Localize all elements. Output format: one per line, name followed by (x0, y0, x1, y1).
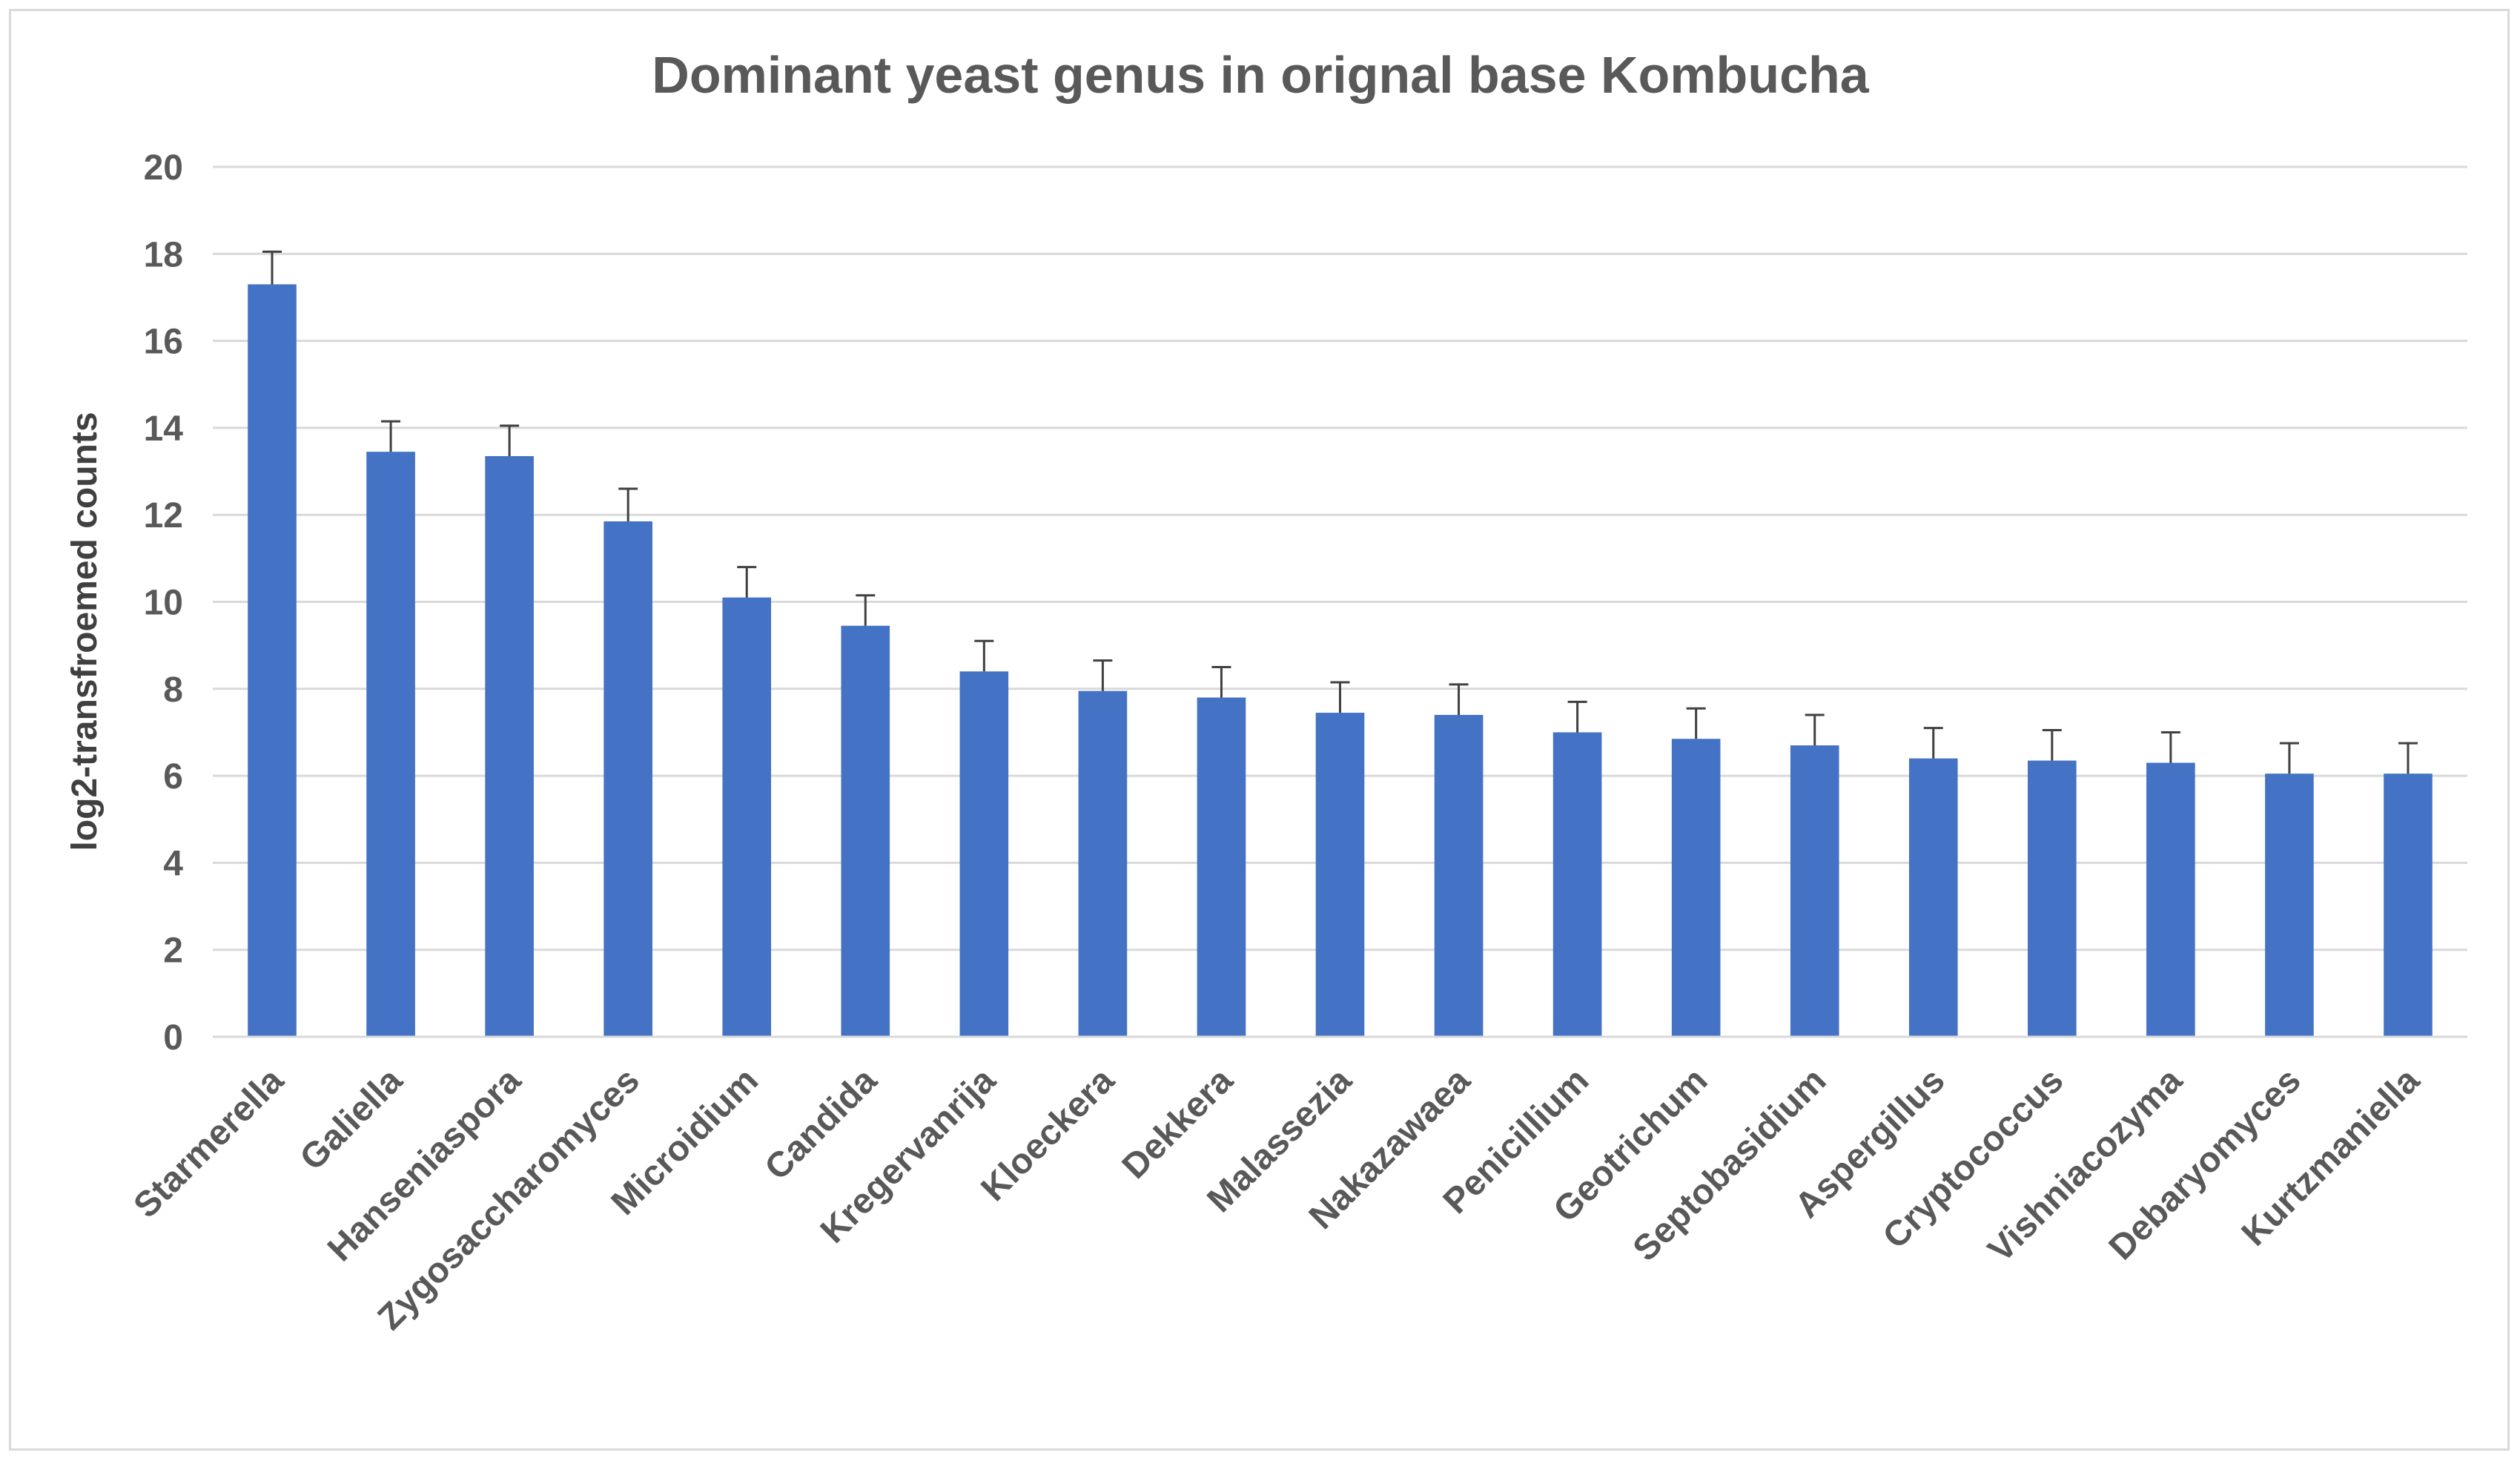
bar-microidium (722, 597, 772, 1037)
y-tick-label: 0 (163, 1018, 183, 1058)
bar-kloeckera (1078, 690, 1128, 1037)
bar-chart: Dominant yeast genus in orignal base Kom… (65, 46, 2467, 1338)
bar-penicillium (1552, 732, 1602, 1037)
y-tick-label: 6 (163, 757, 183, 797)
bar-galiella (366, 452, 415, 1037)
error-bars (262, 250, 2418, 774)
y-tick-label: 18 (144, 235, 183, 274)
x-tick-label: Galiella (293, 1061, 410, 1178)
chart-area: Dominant yeast genus in orignal base Kom… (9, 9, 2510, 1451)
bar-nakazawaea (1434, 714, 1484, 1037)
x-tick-label: Dekkera (1115, 1061, 1241, 1187)
y-tick-label: 20 (144, 148, 183, 188)
y-axis-ticks: 0 2 4 6 8 10 12 14 16 18 20 (144, 148, 184, 1058)
bar-starmerella (248, 284, 297, 1038)
bar-dekkera (1197, 697, 1246, 1037)
bar-zygosaccharomyces (603, 521, 652, 1037)
bars (248, 284, 2433, 1038)
y-tick-label: 16 (144, 323, 183, 362)
y-axis-label: log2-transfroemed counts (65, 412, 105, 851)
y-tick-label: 4 (163, 844, 183, 883)
bar-cryptococcus (2028, 760, 2077, 1037)
x-tick-label: Starmerella (126, 1061, 291, 1226)
y-tick-label: 8 (163, 670, 183, 710)
bar-kregervanrija (959, 671, 1009, 1037)
bar-geotrichum (1671, 739, 1721, 1037)
bar-aspergillus (1908, 758, 1958, 1037)
bar-septobasidium (1790, 745, 1839, 1037)
bar-malassezia (1315, 713, 1365, 1037)
chart-title: Dominant yeast genus in orignal base Kom… (652, 46, 1869, 104)
bar-hanseniaspora (485, 456, 534, 1037)
y-tick-label: 14 (144, 409, 184, 449)
bar-candida (841, 625, 890, 1037)
y-tick-label: 2 (163, 931, 183, 971)
bar-kurtzmaniella (2384, 774, 2433, 1037)
y-tick-label: 10 (144, 584, 183, 623)
bar-vishniacozyma (2146, 762, 2195, 1037)
gridlines (213, 165, 2467, 952)
x-tick-label: Candida (758, 1061, 885, 1188)
bar-debaryomyces (2265, 774, 2314, 1037)
y-tick-label: 12 (144, 496, 183, 535)
x-axis-ticks: Starmerella GaliellaHanseniasporaZygosacc… (126, 1061, 2427, 1338)
